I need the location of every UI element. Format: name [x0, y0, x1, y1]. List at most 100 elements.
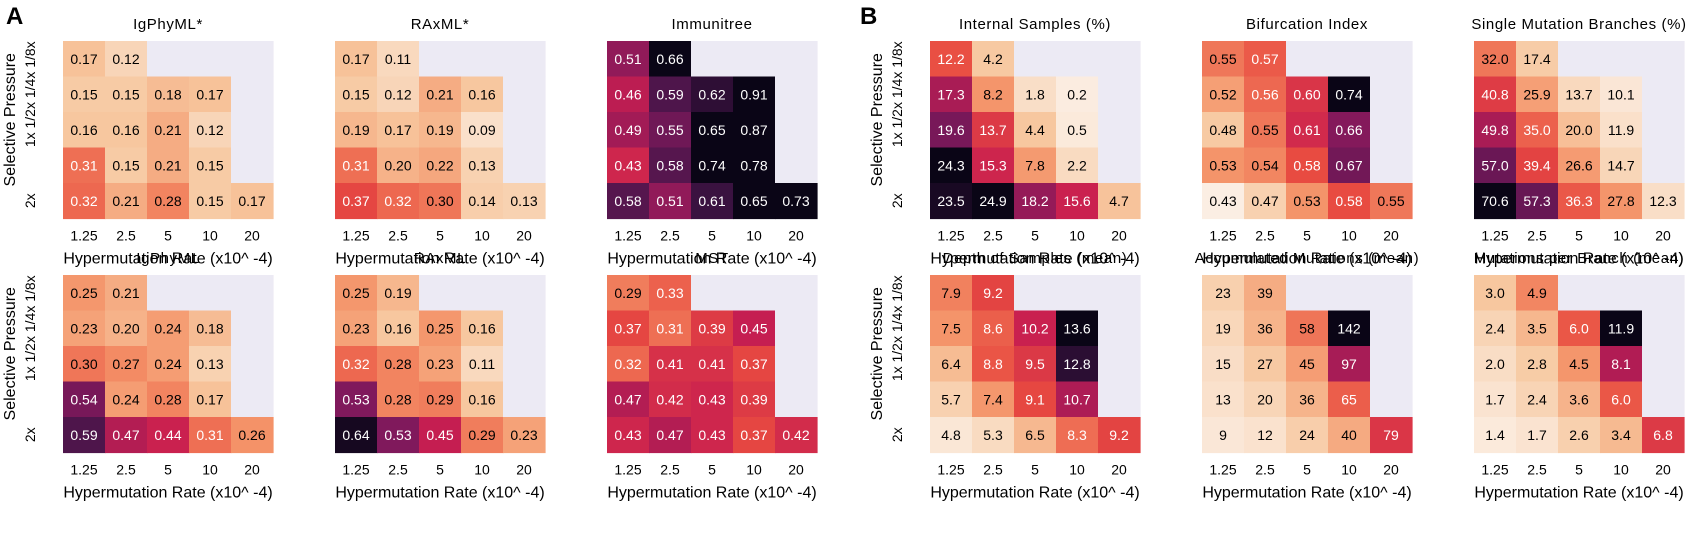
cell-value-label: 0.45 — [740, 320, 767, 336]
heatmap-9: Single Mutation Branches (%) 32.0 17.4 40.8… — [1471, 16, 1686, 268]
heatmap-cell-empty — [1056, 275, 1099, 312]
y-tick-label: 2x — [889, 193, 905, 208]
cell-value-label: 0.67 — [1335, 157, 1362, 173]
heatmap-cell — [419, 346, 462, 383]
heatmap-cell — [1056, 310, 1099, 347]
heatmap-cell — [461, 381, 504, 418]
heatmap-cell — [503, 417, 546, 454]
cell-value-label: 12.3 — [1649, 193, 1676, 209]
cell-value-label: 0.47 — [614, 391, 641, 407]
heatmap-cell-empty — [419, 41, 462, 78]
x-axis-label: Hypermutation Rate (x10^ -4) — [930, 251, 1139, 268]
cell-value-label: 0.46 — [614, 86, 641, 102]
cell-value-label: 6.0 — [1611, 391, 1631, 407]
heatmap-cell — [1600, 417, 1643, 454]
x-tick-label: 10 — [1613, 462, 1629, 478]
heatmap-cell-empty — [775, 381, 818, 418]
heatmap-cell — [189, 346, 232, 383]
heatmap-cell — [1014, 76, 1057, 113]
cell-value-label: 9.5 — [1025, 356, 1045, 372]
x-tick-label: 1.25 — [1209, 462, 1236, 478]
cell-value-label: 58 — [1299, 320, 1315, 336]
heatmap-cell-empty — [1642, 381, 1685, 418]
x-tick-label: 20 — [244, 462, 260, 478]
cell-value-label: 0.17 — [342, 51, 369, 67]
heatmap-cell — [335, 76, 378, 113]
x-tick-label: 5 — [1303, 228, 1311, 244]
heatmap-cell — [1244, 76, 1287, 113]
heatmap-cell — [377, 112, 420, 149]
cell-value-label: 14.7 — [1607, 157, 1634, 173]
cell-value-label: 20 — [1257, 391, 1273, 407]
heatmap-cell — [1516, 76, 1559, 113]
heatmap-cell — [649, 147, 692, 184]
cell-value-label: 0.13 — [468, 157, 495, 173]
heatmap-cell — [105, 112, 148, 149]
heatmap-cell — [972, 183, 1015, 220]
cell-value-label: 57.0 — [1481, 157, 1508, 173]
x-tick-label: 2.5 — [1255, 228, 1275, 244]
panel-letter-a: A — [6, 3, 23, 30]
heatmap-cell — [63, 183, 106, 220]
heatmap-cell — [972, 112, 1015, 149]
cell-value-label: 0.43 — [698, 391, 725, 407]
heatmap-cell-empty — [503, 310, 546, 347]
heatmap-3: Immunitree 0.51 0.66 0.46 0.59 0.62 0.91 0.49 0.… — [607, 16, 818, 268]
heatmap-cell-empty — [1370, 381, 1413, 418]
x-tick-label: 5 — [436, 462, 444, 478]
heatmap-cell — [147, 147, 190, 184]
cell-value-label: 0.12 — [384, 86, 411, 102]
cell-value-label: 0.48 — [1209, 122, 1236, 138]
chart-title: RAxML — [414, 250, 466, 267]
cell-value-label: 0.47 — [656, 427, 683, 443]
cell-value-label: 0.17 — [196, 391, 223, 407]
cell-value-label: 0.74 — [1335, 86, 1362, 102]
cell-value-label: 0.60 — [1293, 86, 1320, 102]
heatmap-cell — [1286, 346, 1329, 383]
heatmap-cell — [335, 41, 378, 78]
cell-value-label: 0.28 — [384, 391, 411, 407]
x-tick-label: 20 — [788, 462, 804, 478]
heatmap-cell — [189, 417, 232, 454]
heatmap-cell-empty — [1098, 275, 1141, 312]
cell-value-label: 79 — [1383, 427, 1399, 443]
heatmap-cell — [1516, 275, 1559, 312]
cell-value-label: 24.9 — [979, 193, 1006, 209]
cell-value-label: 0.37 — [740, 427, 767, 443]
heatmap-cell — [419, 112, 462, 149]
heatmap-cell — [147, 183, 190, 220]
x-axis-label: Hypermutation Rate (x10^ -4) — [63, 251, 272, 268]
cell-value-label: 0.31 — [70, 157, 97, 173]
cell-value-label: 0.54 — [70, 391, 97, 407]
heatmap-cell — [1286, 417, 1329, 454]
heatmap-cell-empty — [1370, 76, 1413, 113]
cell-value-label: 23.5 — [937, 193, 964, 209]
heatmap-cell — [335, 147, 378, 184]
heatmap-cell-empty — [1642, 346, 1685, 383]
heatmap-cell — [607, 76, 650, 113]
cell-value-label: 0.74 — [698, 157, 725, 173]
heatmap-cell — [930, 147, 973, 184]
x-tick-label: 20 — [1655, 462, 1671, 478]
x-tick-label: 2.5 — [116, 462, 136, 478]
heatmap-cell — [930, 310, 973, 347]
heatmap-cell — [377, 310, 420, 347]
x-tick-label: 2.5 — [1527, 462, 1547, 478]
chart-title: Accumulated Mutations (mean) — [1195, 250, 1419, 267]
heatmap-cell-empty — [1370, 310, 1413, 347]
heatmap-cell — [930, 417, 973, 454]
cell-value-label: 65 — [1341, 391, 1357, 407]
cell-value-label: 0.59 — [656, 86, 683, 102]
heatmap-cell — [691, 112, 734, 149]
cell-value-label: 36.3 — [1565, 193, 1592, 209]
heatmap-cell — [733, 381, 776, 418]
x-tick-label: 20 — [1655, 228, 1671, 244]
cell-value-label: 0.65 — [698, 122, 725, 138]
heatmap-cell — [105, 346, 148, 383]
cell-value-label: 0.17 — [384, 122, 411, 138]
heatmap-cell — [1328, 346, 1371, 383]
chart-title: IgPhyML* — [133, 16, 203, 33]
cell-value-label: 39.4 — [1523, 157, 1550, 173]
x-tick-label: 2.5 — [388, 462, 408, 478]
cell-value-label: 0.24 — [154, 320, 181, 336]
